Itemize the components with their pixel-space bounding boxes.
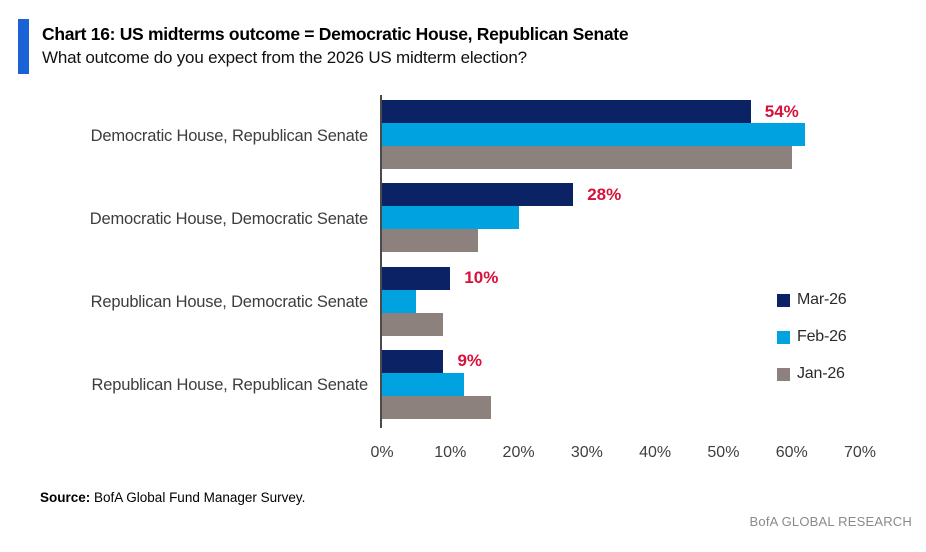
x-tick-label: 30%: [570, 444, 603, 461]
bar-jan-26-cat2: [382, 229, 478, 253]
source-text: BofA Global Fund Manager Survey.: [90, 490, 306, 505]
x-tick-label: 0%: [370, 444, 394, 461]
value-label: 54%: [764, 101, 799, 121]
x-tick-label: 70%: [843, 444, 877, 461]
value-label: 10%: [464, 268, 499, 287]
y-axis-line: [380, 95, 382, 428]
bar-feb-26-cat3: [382, 289, 417, 313]
source-label: Source:: [40, 490, 91, 505]
title-accent-bar: [18, 19, 29, 74]
x-tick-label: 60%: [775, 444, 808, 461]
legend-swatch-mar-26-icon: [777, 293, 790, 307]
source-line: Source: BofA Global Fund Manager Survey.: [40, 490, 305, 505]
x-tick-label: 10%: [434, 444, 467, 461]
value-label: 9%: [457, 351, 483, 371]
bar-feb-26-cat1: [382, 123, 806, 146]
legend-item-feb-26: Feb-26: [777, 325, 847, 349]
legend-swatch-feb-26-icon: [777, 330, 790, 344]
brand-footer: BofA GLOBAL RESEARCH: [749, 514, 912, 529]
bar-mar-26-cat4: [382, 349, 444, 373]
category-label: Democratic House, Democratic Senate: [89, 209, 368, 228]
category-label: Republican House, Republican Senate: [91, 376, 369, 395]
category-label: Republican House, Democratic Senate: [90, 293, 369, 312]
legend-item-jan-26: Jan-26: [777, 362, 847, 386]
x-tick-label: 20%: [502, 444, 535, 461]
bar-jan-26-cat4: [382, 395, 492, 419]
bar-chart-plot: 54% 28% 10% 9%: [380, 95, 860, 428]
bar-feb-26-cat4: [382, 372, 464, 396]
bar-feb-26-cat2: [382, 206, 519, 230]
x-tick-label: 50%: [707, 444, 740, 461]
category-label: Democratic House, Republican Senate: [90, 126, 369, 145]
bar-jan-26-cat1: [382, 146, 792, 169]
chart-subtitle: What outcome do you expect from the 2026…: [42, 48, 527, 67]
legend-item-mar-26: Mar-26: [777, 288, 847, 312]
bar-mar-26-cat1: [382, 100, 751, 123]
value-label: 28%: [587, 184, 622, 204]
chart-title: Chart 16: US midterms outcome = Democrat…: [42, 24, 629, 44]
x-tick-label: 40%: [639, 444, 672, 461]
bar-mar-26-cat2: [382, 183, 574, 207]
legend-label: Jan-26: [797, 365, 845, 382]
bar-jan-26-cat3: [382, 312, 444, 336]
bar-mar-26-cat3: [382, 266, 451, 290]
legend-label: Mar-26: [797, 291, 847, 308]
legend-swatch-jan-26-icon: [777, 367, 790, 381]
legend: Mar-26 Feb-26 Jan-26: [777, 288, 847, 399]
legend-label: Feb-26: [797, 328, 847, 345]
